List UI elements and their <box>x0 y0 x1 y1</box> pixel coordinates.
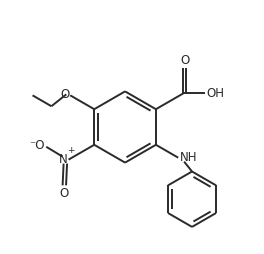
Text: N: N <box>59 153 68 166</box>
Text: ⁻O: ⁻O <box>29 139 44 152</box>
Text: O: O <box>59 187 69 200</box>
Text: NH: NH <box>180 151 198 164</box>
Text: OH: OH <box>206 87 224 100</box>
Text: +: + <box>68 146 75 155</box>
Text: O: O <box>180 54 190 67</box>
Text: O: O <box>60 88 69 101</box>
